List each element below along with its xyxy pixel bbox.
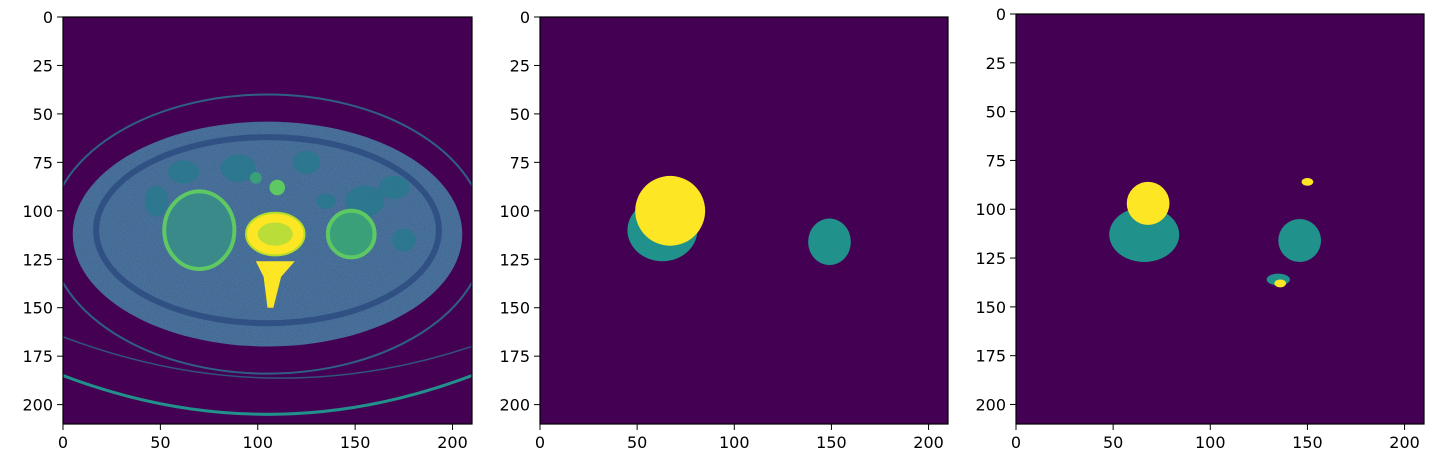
bowel-loop bbox=[168, 160, 200, 184]
bowel-loop bbox=[292, 150, 321, 174]
x-tick-label: 200 bbox=[913, 433, 944, 452]
x-tick-label: 200 bbox=[1389, 433, 1420, 452]
bowel-loop bbox=[378, 175, 410, 200]
bowel-loop bbox=[220, 154, 256, 182]
x-tick-label: 150 bbox=[816, 433, 847, 452]
skin-contour bbox=[63, 93, 472, 375]
fat-layer bbox=[93, 134, 442, 327]
x-tick-label: 0 bbox=[1011, 433, 1021, 452]
y-tick-label: 75 bbox=[986, 151, 1006, 170]
y-tick-label: 150 bbox=[975, 298, 1006, 317]
axes-frame bbox=[1015, 13, 1425, 425]
bowel-loop bbox=[345, 185, 385, 217]
x-tick-label: 150 bbox=[1292, 433, 1323, 452]
vertebral-core bbox=[257, 222, 293, 246]
x-tick-label: 200 bbox=[437, 433, 468, 452]
y-tick-label: 25 bbox=[986, 54, 1006, 73]
y-tick-label: 150 bbox=[499, 299, 530, 318]
mask-region-class-1 bbox=[1109, 207, 1180, 262]
ct-slice-axes: 0 50 100 150 200 0 25 50 75 100 125 150 175 200 bbox=[22, 8, 473, 452]
x-tick-label: 50 bbox=[150, 433, 170, 452]
ground-truth-image bbox=[540, 17, 948, 424]
x-tick-label: 50 bbox=[1103, 433, 1123, 452]
y-tick-label: 125 bbox=[975, 249, 1006, 268]
ct-slice-panel: 0 50 100 150 200 0 25 50 75 100 125 150 175 200 bbox=[22, 8, 473, 452]
y-tick-label: 100 bbox=[975, 200, 1006, 219]
y-tick-label: 125 bbox=[499, 250, 530, 269]
y-tick-label: 50 bbox=[510, 105, 530, 124]
y-tick-label: 75 bbox=[510, 153, 530, 172]
y-tick-label: 0 bbox=[520, 8, 530, 27]
y-tick-label: 25 bbox=[510, 56, 530, 75]
right-kidney bbox=[325, 208, 377, 260]
mask-region-class-2 bbox=[1301, 178, 1314, 186]
y-tick-label: 0 bbox=[996, 5, 1006, 24]
spinal-process bbox=[255, 261, 295, 308]
x-tick-label: 100 bbox=[1195, 433, 1226, 452]
axes-frame bbox=[62, 16, 473, 425]
y-tick-label: 0 bbox=[43, 8, 53, 27]
y-tick-label: 200 bbox=[975, 395, 1006, 414]
y-tick-label: 175 bbox=[975, 347, 1006, 366]
vena-cava bbox=[249, 172, 262, 184]
x-tick-label: 50 bbox=[627, 433, 647, 452]
y-tick-label: 100 bbox=[499, 202, 530, 221]
y-tick-label: 50 bbox=[986, 103, 1006, 122]
mask-region-class-2 bbox=[1274, 279, 1287, 288]
y-tick-label: 200 bbox=[499, 396, 530, 415]
axes-frame bbox=[539, 16, 949, 425]
y-tick-label: 150 bbox=[22, 299, 53, 318]
x-tick-label: 100 bbox=[242, 433, 273, 452]
mask-region-class-1 bbox=[808, 218, 851, 266]
y-tick-label: 25 bbox=[33, 56, 53, 75]
y-tick-label: 50 bbox=[33, 105, 53, 124]
prediction-axes: 0 50 100 150 200 0 25 50 75 100 125 150 175 200 bbox=[975, 5, 1425, 452]
x-tick-label: 0 bbox=[535, 433, 545, 452]
mask-region-class-2 bbox=[1126, 181, 1170, 225]
prediction-image bbox=[1016, 14, 1424, 424]
ct-slice-image bbox=[63, 17, 472, 424]
y-tick-label: 75 bbox=[33, 153, 53, 172]
mask-region-class-2 bbox=[635, 175, 706, 246]
bowel-loop bbox=[144, 185, 169, 217]
x-tick-label: 100 bbox=[719, 433, 750, 452]
x-tick-label: 150 bbox=[340, 433, 371, 452]
ct-anatomy bbox=[63, 93, 472, 416]
y-tick-label: 100 bbox=[22, 202, 53, 221]
prediction-panel: 0 50 100 150 200 0 25 50 75 100 125 150 175 200 bbox=[975, 5, 1425, 452]
y-tick-label: 175 bbox=[499, 347, 530, 366]
y-tick-label: 125 bbox=[22, 250, 53, 269]
y-tick-label: 200 bbox=[22, 396, 53, 415]
ground-truth-panel: 0 50 100 150 200 0 25 50 75 100 125 150 175 200 bbox=[499, 8, 949, 452]
aorta bbox=[269, 179, 286, 196]
image-background bbox=[1016, 14, 1424, 424]
mask-region-class-1 bbox=[1278, 219, 1322, 262]
bowel-loop bbox=[392, 228, 416, 252]
x-tick-label: 0 bbox=[58, 433, 68, 452]
y-tick-label: 175 bbox=[22, 347, 53, 366]
table-line-inner bbox=[63, 336, 472, 379]
table-line bbox=[63, 374, 472, 416]
bowel-loop bbox=[316, 193, 336, 209]
ground-truth-axes: 0 50 100 150 200 0 25 50 75 100 125 150 175 200 bbox=[499, 8, 949, 452]
image-background bbox=[540, 17, 948, 424]
left-kidney bbox=[162, 189, 237, 271]
